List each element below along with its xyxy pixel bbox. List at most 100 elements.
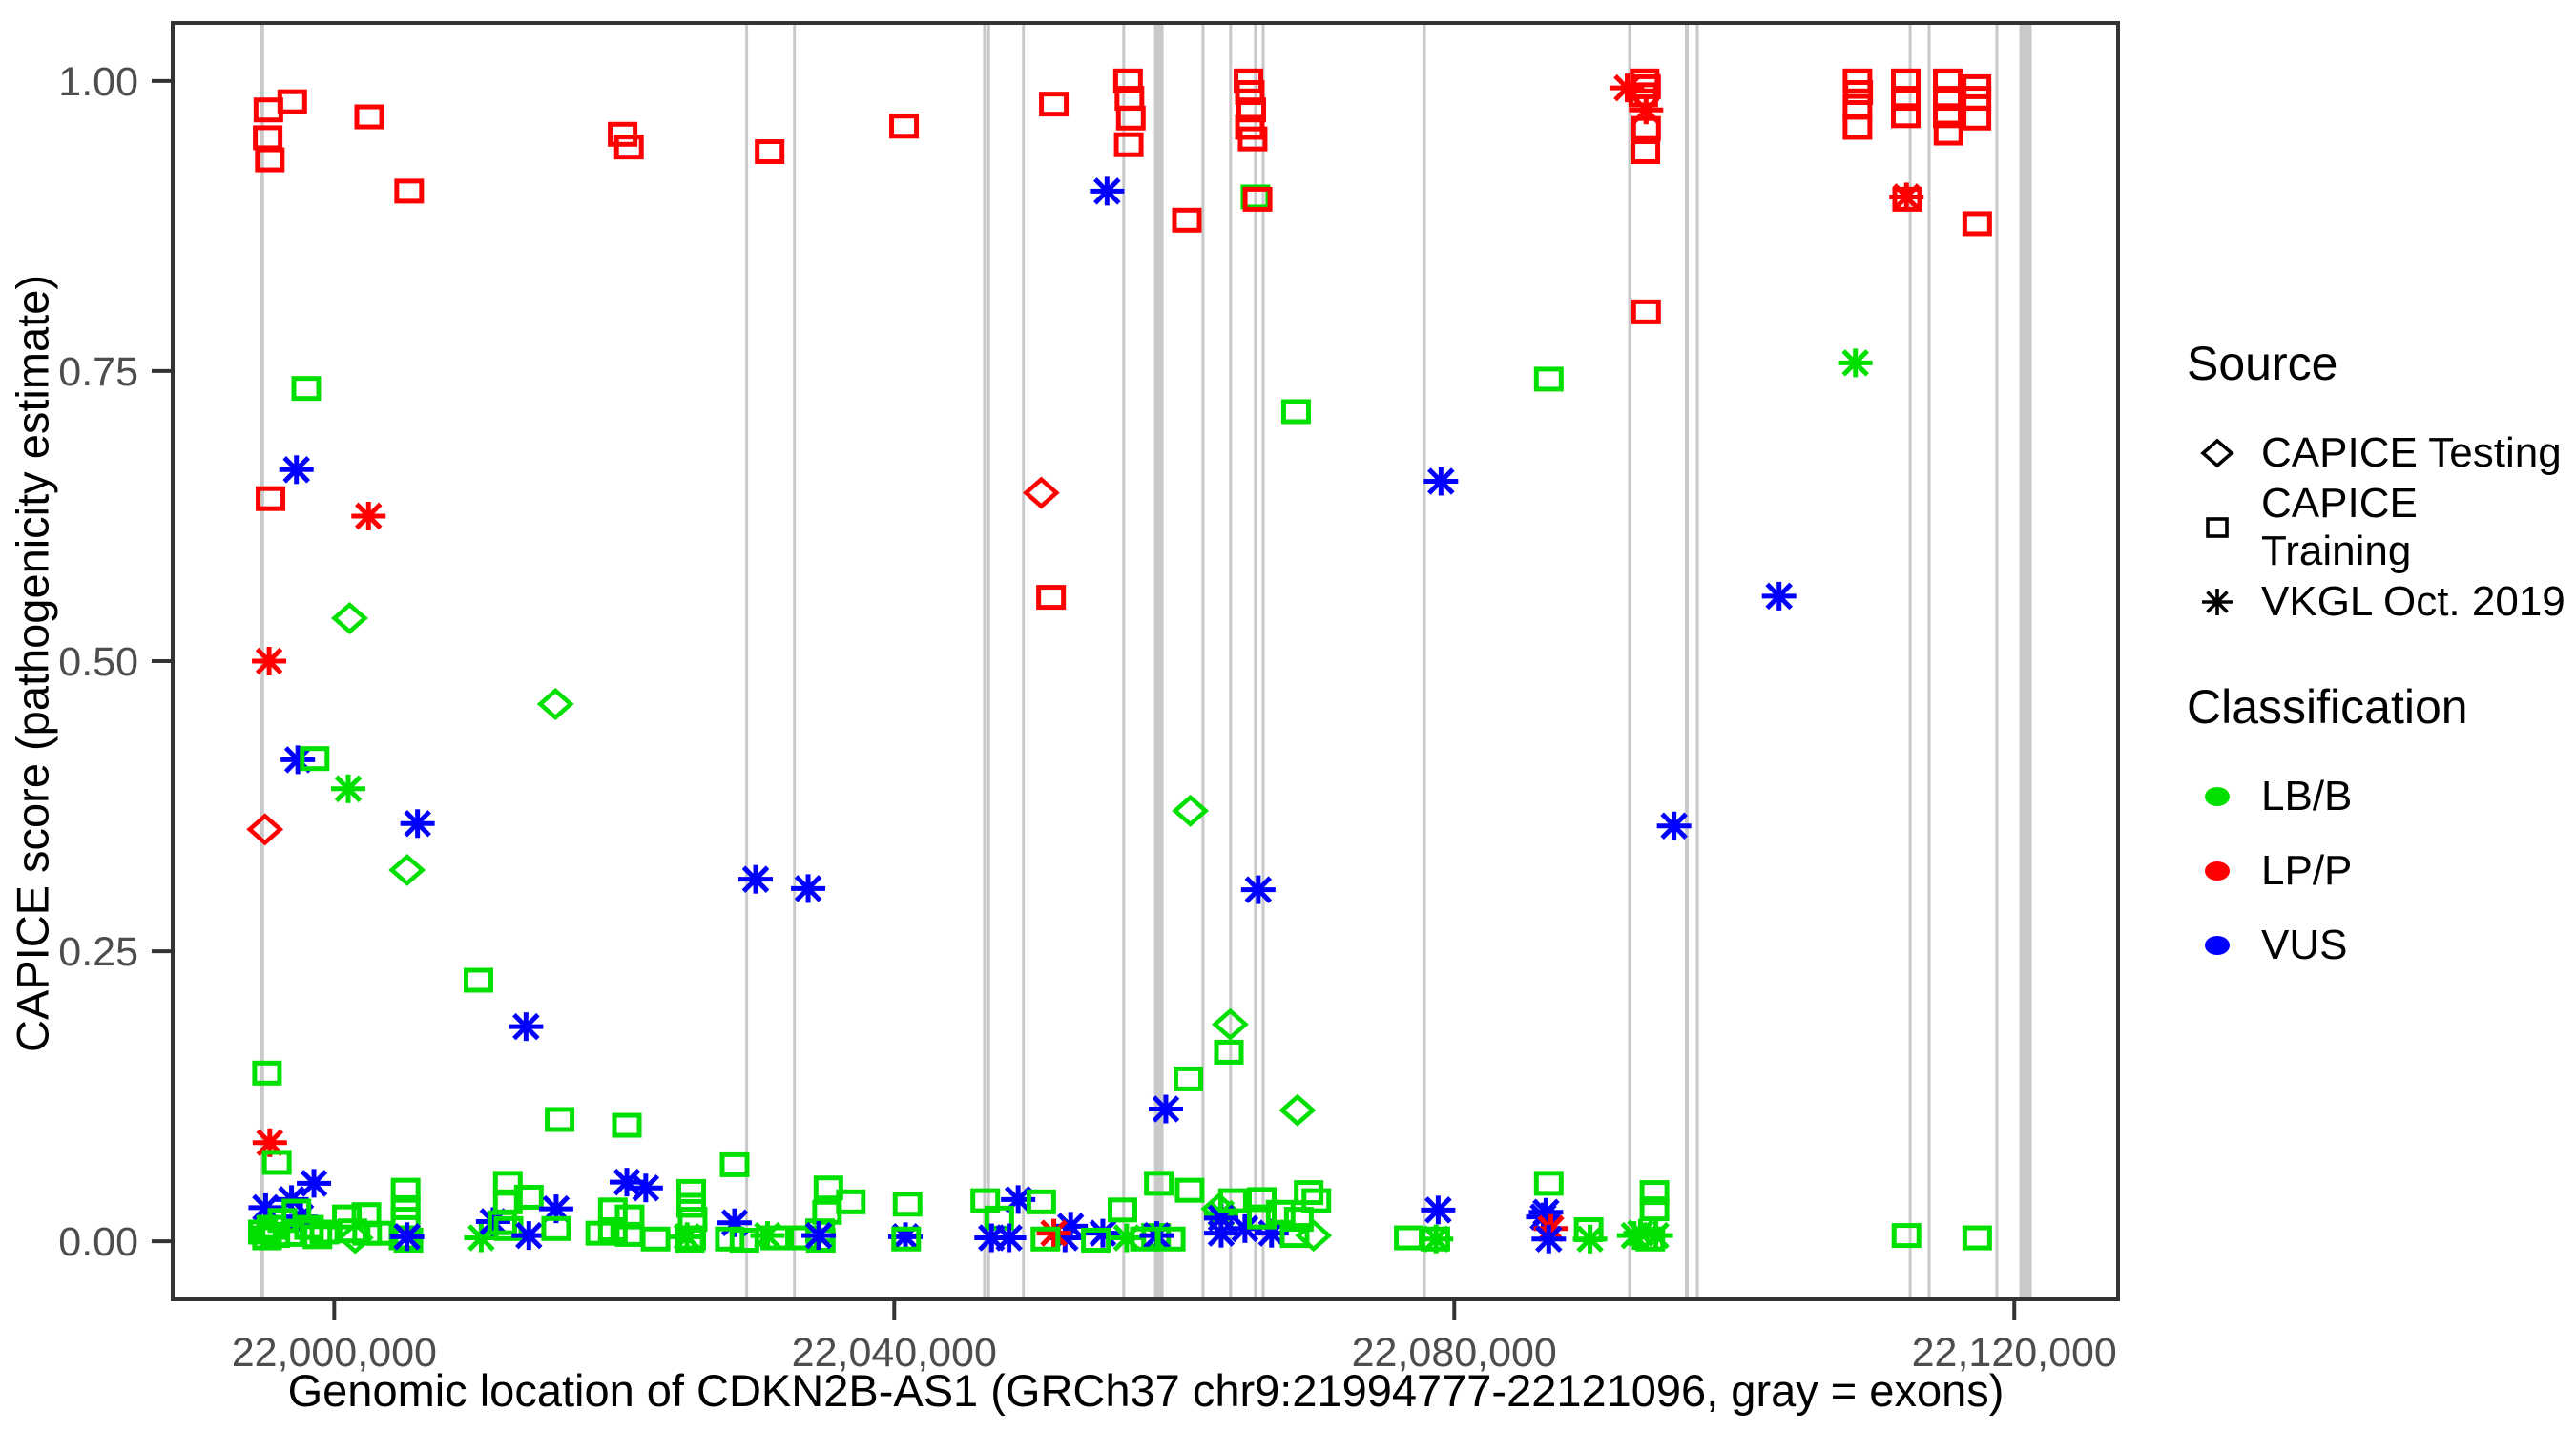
data-point bbox=[300, 746, 330, 772]
legend-item-label: VUS bbox=[2261, 922, 2348, 968]
data-point bbox=[1214, 1039, 1244, 1065]
data-point bbox=[1891, 1223, 1922, 1249]
data-point bbox=[394, 178, 425, 204]
data-point bbox=[640, 1226, 671, 1252]
data-point bbox=[1030, 1226, 1061, 1252]
data-point bbox=[302, 1224, 333, 1250]
data-point bbox=[246, 813, 284, 846]
exon-bar bbox=[2019, 25, 2032, 1297]
data-point bbox=[330, 774, 365, 803]
data-point bbox=[1113, 132, 1144, 157]
data-point bbox=[1212, 1007, 1249, 1041]
data-point bbox=[755, 139, 785, 165]
data-point bbox=[1283, 1207, 1314, 1233]
exon-bar bbox=[1229, 25, 1233, 1297]
legend-source: Source CAPICE Testing CAPICE Training VK… bbox=[2187, 336, 2568, 639]
exon-bar bbox=[1022, 25, 1026, 1297]
data-point bbox=[354, 104, 384, 130]
exon-bar bbox=[1695, 25, 1699, 1297]
data-point bbox=[1217, 1188, 1248, 1213]
data-point bbox=[280, 745, 316, 775]
exon-bars bbox=[260, 25, 2032, 1297]
data-point bbox=[252, 647, 287, 675]
data-point bbox=[1933, 86, 1963, 112]
data-point bbox=[261, 1150, 292, 1175]
data-point bbox=[1635, 1226, 1666, 1252]
data-point bbox=[738, 864, 774, 894]
exon-bar bbox=[1995, 25, 1999, 1297]
data-point bbox=[675, 1227, 705, 1253]
data-point bbox=[390, 1177, 421, 1203]
data-point bbox=[1842, 114, 1873, 140]
data-point bbox=[1081, 1227, 1111, 1253]
data-point bbox=[487, 1210, 517, 1235]
data-point bbox=[256, 486, 286, 511]
data-point bbox=[1085, 1218, 1120, 1248]
data-point bbox=[613, 135, 644, 160]
data-point bbox=[545, 1107, 575, 1132]
data-point bbox=[1301, 1188, 1332, 1213]
data-point bbox=[536, 688, 574, 720]
data-point bbox=[597, 1217, 628, 1243]
x-tick-label: 22,000,000 bbox=[232, 1330, 437, 1376]
data-point bbox=[400, 809, 435, 839]
data-point bbox=[1036, 585, 1067, 611]
legend-item-lpp: LP/P bbox=[2187, 834, 2568, 908]
data-point bbox=[1616, 1221, 1652, 1251]
data-point bbox=[836, 1189, 866, 1214]
data-point bbox=[1026, 1189, 1056, 1214]
data-point bbox=[1394, 1225, 1424, 1251]
data-point bbox=[1891, 68, 1922, 93]
data-point bbox=[791, 874, 826, 903]
data-point bbox=[1148, 1094, 1183, 1124]
data-point bbox=[1022, 476, 1060, 509]
legend-item-label: CAPICE Training bbox=[2261, 480, 2418, 574]
data-points bbox=[246, 68, 1992, 1255]
legend-source-title: Source bbox=[2187, 337, 2338, 390]
data-point bbox=[1421, 1195, 1456, 1225]
data-point bbox=[291, 376, 322, 402]
data-point bbox=[1280, 399, 1311, 425]
x-tick-label: 22,040,000 bbox=[792, 1330, 997, 1376]
exon-bar bbox=[793, 25, 797, 1297]
y-axis-title: CAPICE score (pathogenicity estimate) bbox=[7, 275, 58, 1052]
diamond-icon bbox=[2187, 426, 2248, 480]
data-point bbox=[892, 1192, 923, 1217]
y-tick-label: 0.75 bbox=[58, 349, 138, 395]
data-point bbox=[1962, 1225, 1992, 1251]
x-tick-label: 22,080,000 bbox=[1352, 1330, 1557, 1376]
data-point bbox=[1246, 1187, 1277, 1213]
data-point bbox=[676, 1192, 707, 1218]
exon-bar bbox=[1201, 25, 1205, 1297]
data-point bbox=[1240, 875, 1276, 904]
exon-bar bbox=[1908, 25, 1912, 1297]
data-point bbox=[1242, 186, 1273, 212]
exon-bar bbox=[1261, 25, 1265, 1297]
data-point bbox=[676, 1178, 707, 1204]
data-point bbox=[991, 1223, 1027, 1253]
lpp-dot-icon bbox=[2187, 844, 2248, 898]
data-point bbox=[1172, 794, 1210, 827]
data-point bbox=[597, 1197, 628, 1223]
data-point bbox=[1039, 92, 1070, 117]
data-point bbox=[1631, 139, 1661, 165]
data-point bbox=[628, 1173, 663, 1203]
data-point bbox=[463, 967, 493, 993]
data-point bbox=[1639, 1180, 1670, 1206]
data-point bbox=[332, 1204, 363, 1230]
data-point bbox=[670, 1222, 705, 1252]
x-axis-ticks: 22,000,000 22,040,000 22,080,000 22,120,000 bbox=[232, 1299, 2117, 1376]
data-point bbox=[274, 1221, 304, 1247]
data-point bbox=[760, 1225, 791, 1251]
data-point bbox=[509, 1012, 544, 1042]
legend-item-lbb: LB/B bbox=[2187, 759, 2568, 834]
data-point bbox=[1419, 1224, 1454, 1254]
data-point bbox=[1155, 1226, 1186, 1252]
data-point bbox=[1090, 176, 1125, 206]
data-point bbox=[1631, 115, 1661, 141]
data-point bbox=[1639, 1196, 1670, 1222]
data-point bbox=[1933, 120, 1963, 146]
data-point bbox=[1107, 1197, 1137, 1223]
y-tick-label: 1.00 bbox=[58, 59, 138, 105]
